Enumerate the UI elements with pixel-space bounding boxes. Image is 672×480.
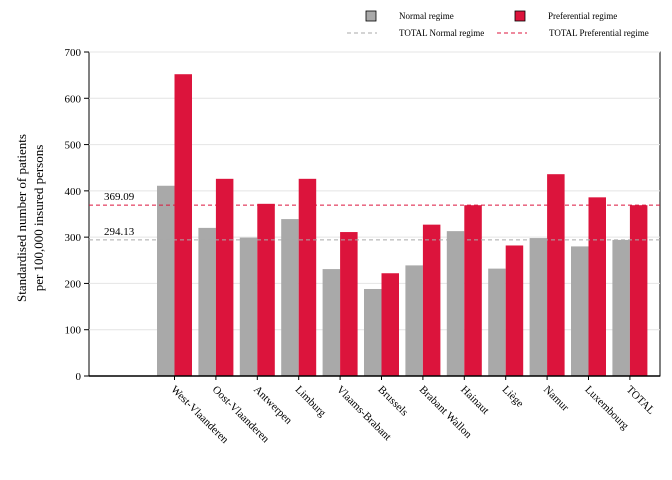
y-tick-label-400: 400: [65, 186, 82, 198]
x-tick-label-namur: Namur: [541, 384, 571, 414]
y-tick-label-0: 0: [76, 371, 82, 383]
legend-label-normal-regime: Normal regime: [399, 11, 454, 21]
x-tick-label-hainaut: Hainaut: [458, 384, 491, 417]
bar-preferential-regime-vlaams-brabant: [340, 232, 358, 376]
bar-preferential-regime-luxembourg: [588, 197, 606, 376]
x-tick-label-total: TOTAL: [624, 384, 657, 417]
legend: Normal regime Preferential regime TOTAL No…: [347, 10, 649, 38]
y-axis-title-line-1: Standardised number of patients: [14, 134, 29, 302]
bar-preferential-regime-brussels: [381, 273, 399, 376]
y-axis: 0 100 200 300 400 500 600 700: [65, 47, 89, 383]
x-tick-label-antwerpen: Antwerpen: [251, 384, 294, 427]
bar-preferential-regime-oost-vlaanderen: [215, 178, 234, 376]
bar-normal-regime-limburg: [281, 219, 299, 376]
bar-preferential-regime-namur: [547, 174, 565, 376]
bar-normal-regime-liege: [488, 268, 506, 376]
y-tick-label-600: 600: [65, 93, 82, 105]
bar-normal-regime-brussels: [364, 288, 382, 376]
legend-label-total-normal-regime: TOTAL Normal regime: [399, 28, 484, 38]
x-axis: West-VlaanderenOost-VlaanderenAntwerpenL…: [168, 376, 657, 446]
y-tick-label-200: 200: [65, 278, 82, 290]
y-tick-label-100: 100: [65, 325, 82, 337]
legend-swatch-normal-regime: [365, 10, 377, 22]
bar-preferential-regime-limburg: [298, 178, 317, 376]
bar-preferential-regime-antwerpen: [257, 203, 275, 376]
bar-preferential-regime-liege: [505, 245, 524, 376]
legend-swatch-preferential-regime: [514, 10, 526, 22]
x-tick-label-liege: Liège: [500, 384, 526, 410]
bar-normal-regime-brabant-wallon: [405, 265, 423, 376]
bar-preferential-regime-west-vlaanderen: [174, 74, 192, 377]
x-tick-label-brussels: Brussels: [375, 384, 410, 419]
bar-preferential-regime-brabant-wallon: [422, 224, 441, 376]
reference-line-label-total-preferential-regime: 369.09: [104, 191, 135, 203]
legend-label-preferential-regime: Preferential regime: [548, 11, 617, 21]
plot-area: 294.13 369.09: [88, 51, 661, 377]
bar-normal-regime-antwerpen: [239, 237, 258, 376]
y-tick-label-300: 300: [65, 232, 82, 244]
y-axis-title-line-2: per 100,000 insured persons: [31, 145, 46, 292]
bar-normal-regime-vlaams-brabant: [322, 269, 341, 376]
bar-normal-regime-total: [612, 239, 630, 376]
bar-normal-regime-hainaut: [446, 231, 465, 376]
bar-normal-regime-namur: [529, 238, 548, 376]
bar-normal-regime-west-vlaanderen: [157, 185, 175, 376]
bar-preferential-regime-total: [629, 205, 648, 376]
x-tick-label-limburg: Limburg: [293, 384, 329, 420]
y-tick-label-500: 500: [65, 140, 82, 152]
bar-normal-regime-oost-vlaanderen: [198, 227, 216, 376]
legend-label-total-preferential-regime: TOTAL Preferential regime: [549, 28, 649, 38]
y-tick-label-700: 700: [65, 47, 82, 59]
reference-line-label-total-normal-regime: 294.13: [104, 226, 135, 238]
bar-normal-regime-luxembourg: [571, 246, 589, 376]
bar-preferential-regime-hainaut: [464, 205, 482, 376]
